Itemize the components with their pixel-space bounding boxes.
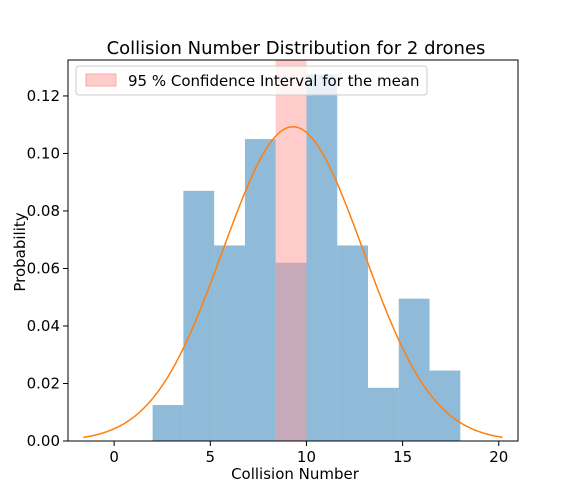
y-tick-label: 0.04 <box>27 317 60 335</box>
legend-label: 95 % Confidence Interval for the mean <box>128 72 420 90</box>
normal-curve-line <box>83 125 503 439</box>
histogram-bar <box>337 245 368 441</box>
x-axis: 0 5 10 15 20 <box>109 441 508 466</box>
histogram-bar <box>244 139 276 441</box>
y-tick-label: 0.00 <box>27 432 60 450</box>
chart-title: Collision Number Distribution for 2 dron… <box>107 38 486 59</box>
y-tick-label: 0.06 <box>27 259 60 277</box>
confidence-interval-band <box>275 60 307 441</box>
y-axis-label: Probability <box>11 212 29 291</box>
histogram-bar <box>368 387 399 441</box>
histogram-bar <box>306 74 338 442</box>
legend: 95 % Confidence Interval for the mean <box>75 65 428 96</box>
plot-area <box>83 60 503 442</box>
x-tick-label: 5 <box>206 448 216 466</box>
y-tick-label: 0.10 <box>27 144 60 162</box>
histogram-bar <box>152 405 184 441</box>
histogram-bar <box>183 190 215 441</box>
x-tick-label: 0 <box>109 448 119 466</box>
y-tick-label: 0.08 <box>27 202 60 220</box>
y-tick-label: 0.12 <box>27 87 60 105</box>
x-axis-label: Collision Number <box>231 465 360 483</box>
y-axis: 0.00 0.02 0.04 0.06 0.08 0.10 0.12 <box>27 87 68 450</box>
x-tick-label: 15 <box>393 448 412 466</box>
x-tick-label: 10 <box>297 448 316 466</box>
x-tick-label: 20 <box>489 448 508 466</box>
y-tick-label: 0.02 <box>27 374 60 392</box>
legend-box <box>75 65 428 96</box>
histogram-bar <box>429 370 461 441</box>
histogram-bar <box>214 245 245 441</box>
legend-swatch <box>85 73 117 87</box>
plot-frame <box>67 59 519 442</box>
